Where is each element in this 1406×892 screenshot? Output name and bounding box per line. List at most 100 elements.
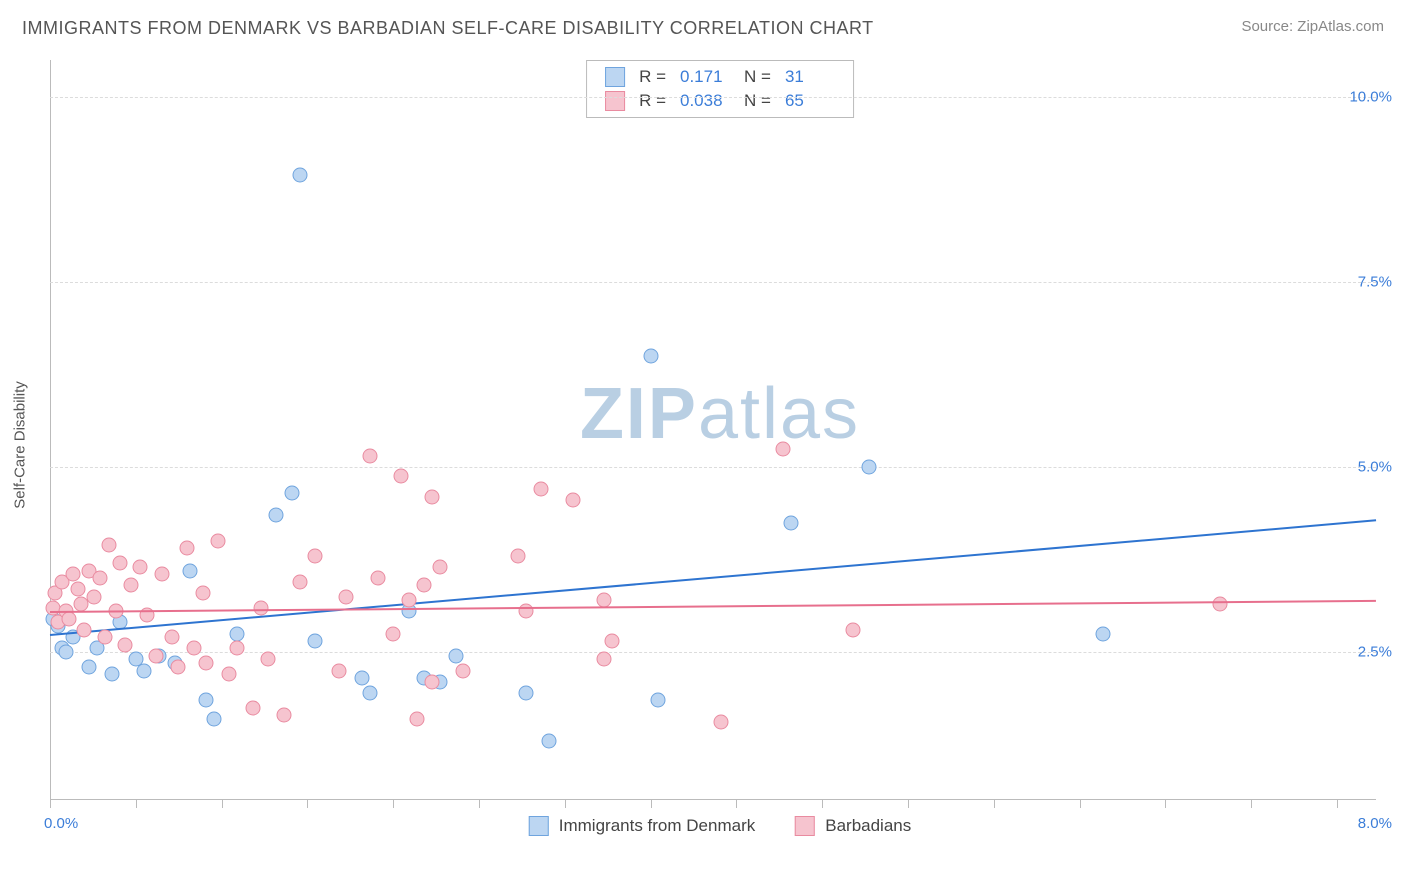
scatter-point	[211, 534, 226, 549]
watermark-zip: ZIP	[580, 374, 698, 454]
trend-line	[50, 600, 1376, 613]
scatter-point	[292, 167, 307, 182]
gridline	[50, 467, 1376, 468]
scatter-point	[518, 685, 533, 700]
scatter-point	[155, 567, 170, 582]
scatter-point	[86, 589, 101, 604]
scatter-point	[292, 574, 307, 589]
page-title: IMMIGRANTS FROM DENMARK VS BARBADIAN SEL…	[22, 18, 874, 39]
trend-line	[50, 519, 1376, 636]
scatter-point	[401, 593, 416, 608]
scatter-point	[77, 622, 92, 637]
scatter-point	[386, 626, 401, 641]
y-axis-label: Self-Care Disability	[12, 381, 29, 509]
stats-row-series-0: R = 0.171 N = 31	[587, 65, 853, 89]
scatter-point	[651, 693, 666, 708]
scatter-point	[261, 652, 276, 667]
scatter-point	[105, 667, 120, 682]
xtick	[50, 800, 51, 808]
xtick	[994, 800, 995, 808]
scatter-point	[862, 460, 877, 475]
scatter-point	[58, 645, 73, 660]
scatter-point	[199, 656, 214, 671]
xtick	[1080, 800, 1081, 808]
legend-label-1: Barbadians	[825, 816, 911, 836]
scatter-point	[331, 663, 346, 678]
legend-swatch-0	[529, 816, 549, 836]
swatch-series-1	[605, 91, 625, 111]
scatter-point	[339, 589, 354, 604]
scatter-point	[425, 674, 440, 689]
xtick	[1165, 800, 1166, 808]
scatter-point	[277, 707, 292, 722]
stat-n-label: N =	[744, 67, 771, 87]
ytick-label: 10.0%	[1349, 89, 1392, 106]
plot-area: ZIPatlas R = 0.171 N = 31 R = 0.038 N = …	[50, 60, 1390, 830]
correlation-chart: Self-Care Disability ZIPatlas R = 0.171 …	[50, 60, 1390, 830]
scatter-point	[102, 537, 117, 552]
scatter-point	[222, 667, 237, 682]
scatter-point	[362, 448, 377, 463]
scatter-point	[425, 489, 440, 504]
xtick-label: 8.0%	[1358, 815, 1392, 832]
scatter-point	[97, 630, 112, 645]
scatter-point	[308, 548, 323, 563]
ytick-label: 2.5%	[1358, 644, 1392, 661]
scatter-point	[713, 715, 728, 730]
scatter-point	[186, 641, 201, 656]
scatter-point	[362, 685, 377, 700]
scatter-point	[784, 515, 799, 530]
stat-n-value-0: 31	[785, 67, 835, 87]
scatter-point	[61, 611, 76, 626]
stats-row-series-1: R = 0.038 N = 65	[587, 89, 853, 113]
scatter-point	[92, 571, 107, 586]
scatter-point	[183, 563, 198, 578]
scatter-point	[511, 548, 526, 563]
y-axis	[50, 60, 51, 800]
scatter-point	[124, 578, 139, 593]
scatter-point	[164, 630, 179, 645]
scatter-point	[370, 571, 385, 586]
scatter-point	[448, 648, 463, 663]
scatter-point	[195, 585, 210, 600]
scatter-point	[82, 659, 97, 674]
legend-swatch-1	[795, 816, 815, 836]
scatter-point	[409, 711, 424, 726]
scatter-point	[180, 541, 195, 556]
scatter-point	[596, 652, 611, 667]
scatter-point	[308, 633, 323, 648]
x-axis	[50, 799, 1376, 800]
gridline	[50, 97, 1376, 98]
scatter-point	[206, 711, 221, 726]
scatter-point	[604, 633, 619, 648]
scatter-point	[253, 600, 268, 615]
scatter-point	[1096, 626, 1111, 641]
gridline	[50, 282, 1376, 283]
scatter-point	[433, 559, 448, 574]
scatter-point	[534, 482, 549, 497]
xtick	[222, 800, 223, 808]
xtick	[565, 800, 566, 808]
xtick-label: 0.0%	[44, 815, 78, 832]
xtick	[908, 800, 909, 808]
scatter-point	[565, 493, 580, 508]
scatter-point	[245, 700, 260, 715]
scatter-point	[394, 468, 409, 483]
scatter-point	[643, 349, 658, 364]
scatter-point	[456, 663, 471, 678]
scatter-point	[284, 485, 299, 500]
xtick	[822, 800, 823, 808]
legend-item-0: Immigrants from Denmark	[529, 816, 755, 836]
stat-n-value-1: 65	[785, 91, 835, 111]
stat-r-value-0: 0.171	[680, 67, 730, 87]
scatter-point	[230, 641, 245, 656]
scatter-point	[149, 648, 164, 663]
scatter-point	[199, 693, 214, 708]
scatter-point	[117, 637, 132, 652]
gridline	[50, 652, 1376, 653]
stats-legend-box: R = 0.171 N = 31 R = 0.038 N = 65	[586, 60, 854, 118]
xtick	[393, 800, 394, 808]
scatter-point	[846, 622, 861, 637]
scatter-point	[170, 659, 185, 674]
bottom-legend: Immigrants from Denmark Barbadians	[529, 816, 912, 836]
